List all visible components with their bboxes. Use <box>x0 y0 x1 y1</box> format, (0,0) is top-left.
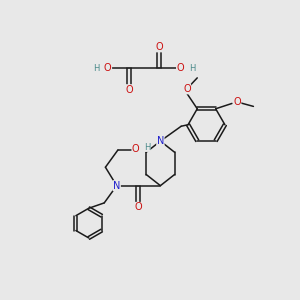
Text: N: N <box>113 181 120 191</box>
Text: H: H <box>144 142 150 152</box>
Text: O: O <box>155 42 163 52</box>
Text: O: O <box>233 97 241 107</box>
Text: O: O <box>176 63 184 73</box>
Text: O: O <box>134 202 142 212</box>
Text: O: O <box>125 85 133 95</box>
Text: N: N <box>157 136 164 146</box>
Text: H: H <box>189 64 195 73</box>
Text: O: O <box>104 63 112 73</box>
Text: H: H <box>93 64 99 73</box>
Text: O: O <box>132 144 140 154</box>
Text: O: O <box>183 84 191 94</box>
